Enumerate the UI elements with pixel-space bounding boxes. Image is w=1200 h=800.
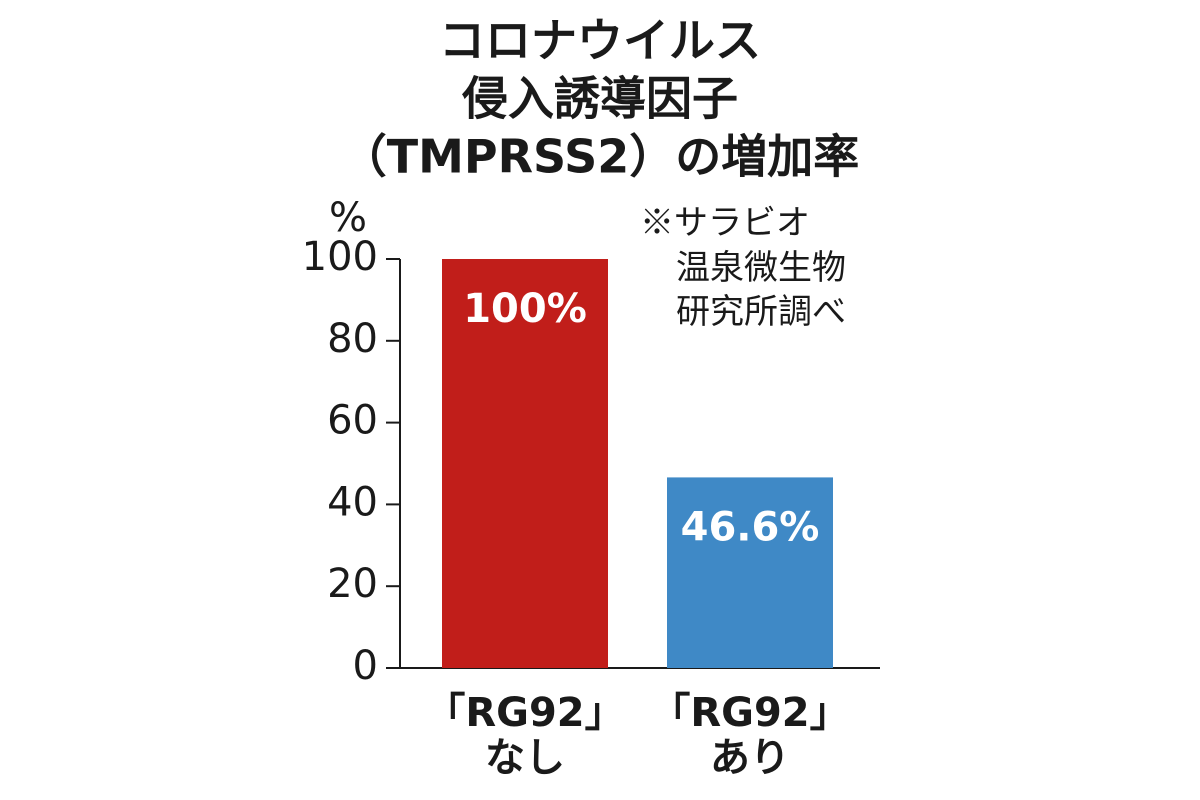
value-label: 46.6% — [681, 504, 820, 550]
annotation: 研究所調べ — [676, 292, 846, 332]
x-tick-label: 「RG92」 — [650, 690, 849, 736]
bar — [667, 477, 833, 668]
chart-title: （TMPRSS2）の増加率 — [341, 130, 860, 184]
bar — [442, 259, 608, 668]
y-tick-label: 40 — [327, 479, 378, 525]
annotation: 温泉微生物 — [676, 248, 846, 288]
y-axis-label: % — [329, 195, 367, 241]
value-label: 100% — [463, 286, 587, 332]
y-tick-label: 80 — [327, 316, 378, 362]
chart-title: 侵入誘導因子 — [461, 72, 738, 126]
y-tick-label: 0 — [353, 643, 378, 689]
y-tick-label: 100 — [302, 234, 378, 280]
y-tick-label: 60 — [327, 398, 378, 444]
x-tick-label: なし — [485, 735, 565, 781]
chart-title: コロナウイルス — [439, 14, 761, 68]
x-tick-label: あり — [710, 735, 790, 781]
y-tick-label: 20 — [327, 561, 378, 607]
x-tick-label: 「RG92」 — [425, 690, 624, 736]
annotation: ※サラビオ — [640, 203, 810, 243]
